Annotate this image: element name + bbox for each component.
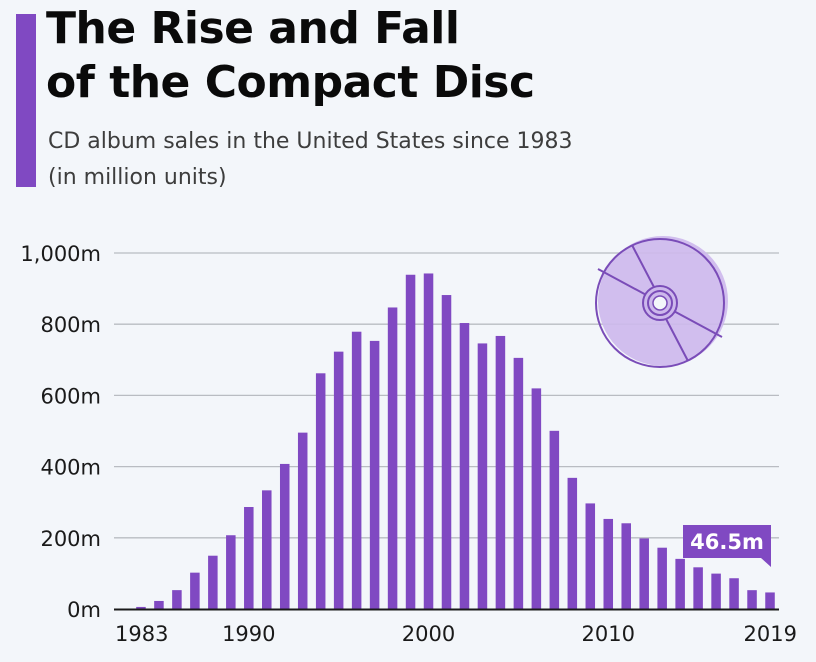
accent-bar [16,14,36,187]
cd-outline [595,238,725,368]
x-tick-label: 1983 [115,622,168,646]
bar-2014 [675,558,685,609]
bar-2017 [729,578,739,609]
bar-2004 [495,335,506,609]
bar-2006 [531,388,542,609]
bar-2012 [639,538,649,609]
bar-1998 [387,307,398,609]
compact-disc-icon [595,236,728,368]
y-tick-label: 200m [40,527,101,551]
cd-reflection-lines [597,244,723,362]
bar-1988 [208,555,218,609]
bar-2001 [441,295,452,609]
y-tick-label: 400m [40,456,101,480]
value-callout: 46.5m [683,525,771,567]
bar-1993 [297,432,308,609]
bar-2019 [765,592,775,609]
y-axis-labels: 0m 200m 400m 600m 800m 1,000m [20,242,101,622]
bar-2000 [423,273,434,609]
y-tick-label: 1,000m [20,242,101,266]
bar-2010 [603,518,614,609]
x-tick-label: 2010 [582,622,635,646]
bar-2005 [513,357,524,609]
bar-1997 [369,340,380,609]
x-axis-labels: 1983 1990 2000 2010 2019 [115,622,797,646]
bar-1996 [351,331,362,609]
subtitle: CD album sales in the United States sinc… [48,124,573,196]
page-title: The Rise and Fall of the Compact Disc [46,2,535,110]
bar-1991 [262,490,272,609]
bar-2002 [459,323,470,609]
bar-2011 [621,523,631,609]
y-tick-label: 0m [67,598,101,622]
cd-hole [652,295,668,311]
bar-2013 [657,547,667,609]
bar-1984 [136,606,146,609]
title-line-1: The Rise and Fall [46,3,460,54]
bar-2018 [747,590,757,609]
bar-1995 [333,351,344,609]
bar-1990 [244,507,254,609]
subtitle-line-1: CD album sales in the United States sinc… [48,129,573,154]
bar-1999 [405,274,416,609]
bar-2009 [585,503,596,609]
callout-box [683,525,771,567]
y-tick-label: 600m [40,384,101,408]
cd-hub-ring [647,290,673,316]
x-tick-label: 2019 [744,622,797,646]
bar-1987 [190,572,200,609]
bar-2003 [477,343,488,609]
bar-2016 [711,573,721,609]
bar-1992 [279,463,290,609]
y-tick-label: 800m [40,313,101,337]
title-line-2: of the Compact Disc [46,57,535,108]
bar-2008 [567,477,578,609]
bar-1994 [315,373,326,609]
bars [118,273,775,609]
bar-2015 [693,567,703,609]
bar-1985 [154,600,164,609]
bar-2007 [549,430,560,609]
callout-label: 46.5m [690,530,764,554]
bar-1986 [172,590,182,609]
bar-1989 [226,535,236,609]
x-tick-label: 2000 [402,622,455,646]
x-tick-label: 1990 [222,622,275,646]
subtitle-line-2: (in million units) [48,165,227,190]
